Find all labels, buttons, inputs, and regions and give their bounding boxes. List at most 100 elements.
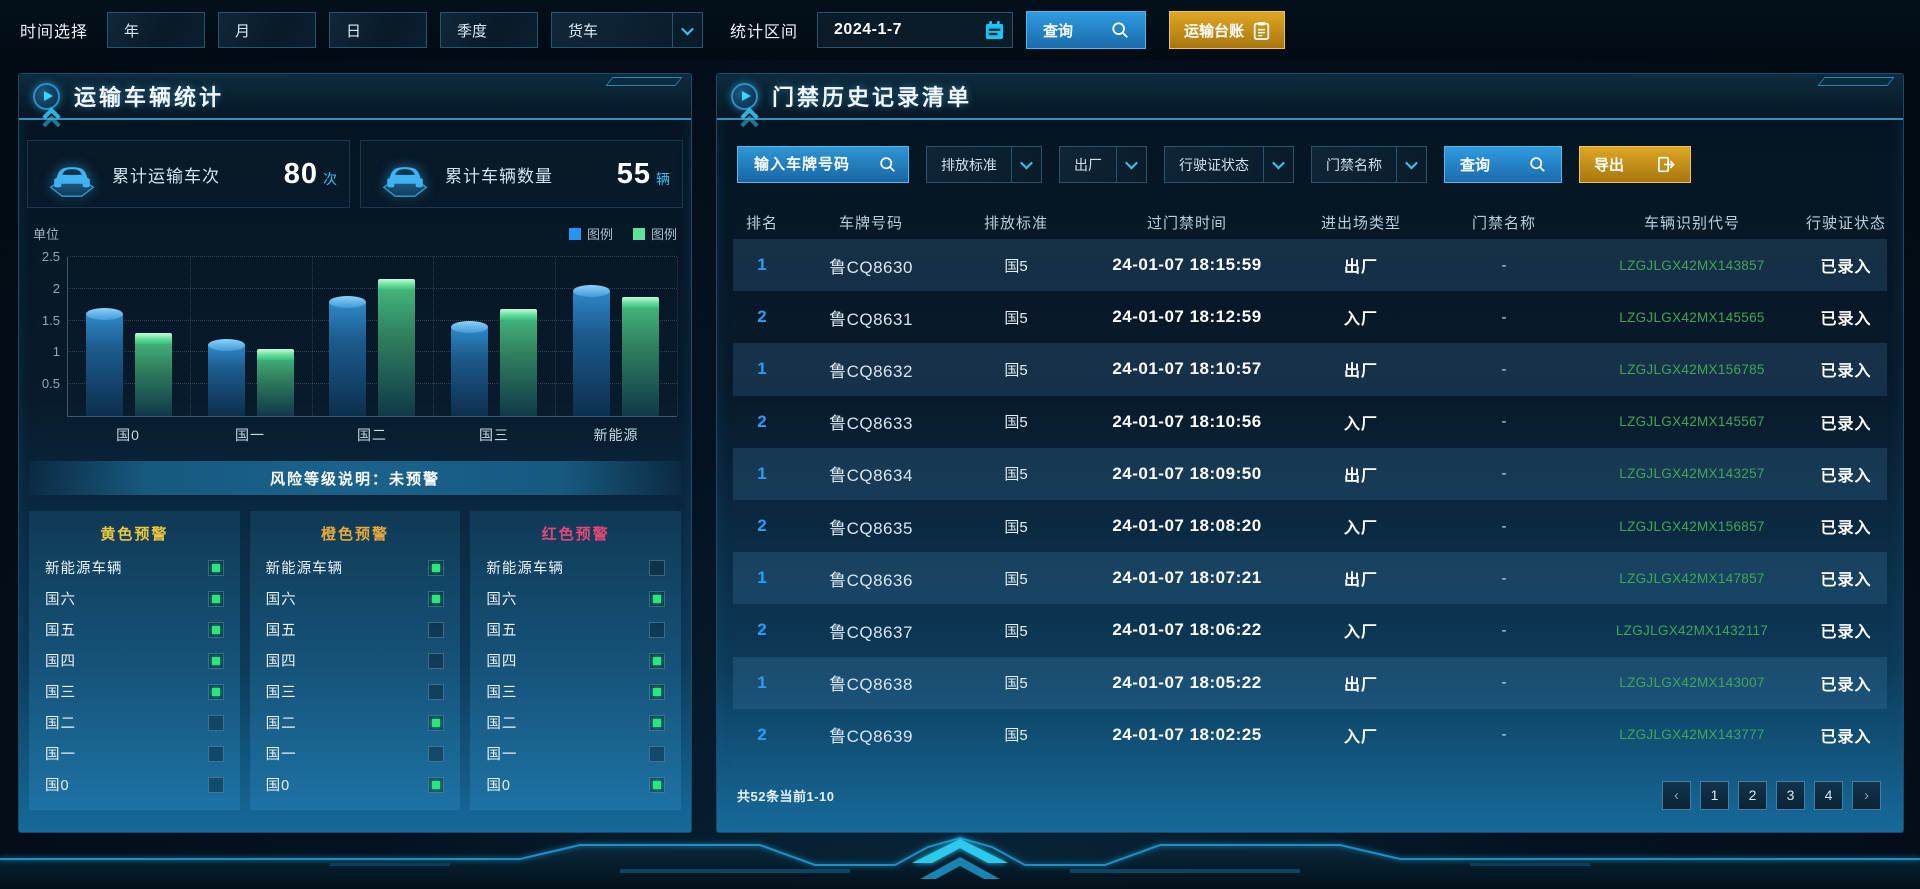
table-row[interactable]: 2 鲁CQ8635 国5 24-01-07 18:08:20 入厂 - LZGJLGX42M…: [733, 500, 1887, 552]
warning-item-label: 国0: [45, 778, 70, 794]
page-button-2[interactable]: 2: [1738, 780, 1767, 810]
table-row[interactable]: 1 鲁CQ8638 国5 24-01-07 18:05:22 出厂 - LZGJLGX42M…: [733, 656, 1887, 709]
warning-checkbox[interactable]: [207, 745, 224, 762]
filter-select-2[interactable]: 出厂: [1059, 146, 1147, 183]
legend-label: 图例: [586, 227, 613, 242]
vehicle-type-select[interactable]: 货车: [551, 12, 704, 48]
cell-plate: 鲁CQ8631: [829, 309, 913, 329]
cell-type: 出厂: [1343, 363, 1378, 381]
warning-item-label: 国二: [486, 716, 518, 732]
next-page-button[interactable]: ›: [1852, 780, 1881, 810]
filter-select-label: 门禁名称: [1326, 156, 1382, 173]
cell-type: 入厂: [1343, 624, 1378, 642]
warning-checkbox[interactable]: [207, 776, 224, 793]
warning-checkbox[interactable]: [649, 590, 666, 607]
warning-checkbox[interactable]: [649, 621, 666, 638]
period-button-1[interactable]: 年: [107, 12, 206, 48]
warning-item-label: 新能源车辆: [265, 561, 344, 577]
cell-rank: 2: [757, 620, 767, 640]
warning-checkbox[interactable]: [649, 559, 666, 576]
warning-item: 国六: [486, 583, 666, 614]
stat-card-1: 累计运输车次 80 次: [27, 140, 350, 208]
cell-rank: 1: [757, 463, 767, 483]
cell-standard: 国5: [1004, 466, 1028, 484]
table-row[interactable]: 2 鲁CQ8639 国5 24-01-07 18:02:25 入厂 - LZGJLGX42M…: [733, 709, 1887, 761]
page-button-1[interactable]: 1: [1700, 780, 1729, 810]
transport-ledger-button[interactable]: 运输台账: [1169, 11, 1286, 49]
warning-item-label: 国三: [45, 685, 76, 701]
warning-title: 黄色预警: [100, 526, 169, 543]
warning-item-label: 国二: [45, 716, 76, 732]
column-header-1: 排名: [745, 214, 778, 232]
table-row[interactable]: 2 鲁CQ8633 国5 24-01-07 18:10:56 入厂 - LZGJLGX42M…: [733, 396, 1887, 448]
warning-checkbox[interactable]: [207, 683, 224, 700]
cell-vin: LZGJLGX42MX147857: [1619, 570, 1765, 586]
cell-gate: -: [1501, 465, 1507, 483]
cell-gate: -: [1501, 517, 1507, 535]
table-row[interactable]: 1 鲁CQ8636 国5 24-01-07 18:07:21 出厂 - LZGJLGX42M…: [733, 552, 1887, 605]
plate-number-input[interactable]: [742, 156, 879, 173]
pagination: ‹ 1 2 3 4 ›: [1662, 780, 1881, 810]
warning-checkbox[interactable]: [428, 745, 445, 762]
warning-title: 红色预警: [541, 526, 610, 543]
warning-item: 国四: [486, 645, 666, 676]
table-query-button[interactable]: 查询: [1444, 146, 1562, 183]
cell-status: 已录入: [1820, 415, 1872, 433]
warning-checkbox[interactable]: [207, 590, 224, 607]
table-row[interactable]: 2 鲁CQ8637 国5 24-01-07 18:06:22 入厂 - LZGJLGX42M…: [733, 604, 1887, 656]
warning-checkbox[interactable]: [428, 652, 445, 669]
gridline: [68, 256, 677, 257]
period-button-2[interactable]: 月: [218, 12, 317, 48]
cell-time: 24-01-07 18:05:22: [1112, 672, 1262, 692]
warning-checkbox[interactable]: [649, 714, 666, 731]
page-button-4[interactable]: 4: [1814, 780, 1843, 810]
warning-item: 国四: [45, 645, 224, 676]
bar-chart: 0.5 1 1.5 2 2.5: [42, 249, 678, 417]
filter-select-3[interactable]: 行驶证状态: [1164, 146, 1294, 183]
warning-item: 新能源车辆: [45, 552, 224, 583]
warning-checkbox[interactable]: [207, 652, 224, 669]
page-button-3[interactable]: 3: [1776, 780, 1805, 810]
gridline: [311, 257, 313, 416]
warning-item-label: 国六: [486, 592, 518, 608]
date-picker[interactable]: 2024-1-7: [817, 12, 1014, 48]
warning-checkbox[interactable]: [649, 683, 666, 700]
warning-checkbox[interactable]: [428, 714, 445, 731]
warning-checkbox[interactable]: [428, 683, 445, 700]
bar-blue-国二: [329, 295, 367, 416]
warning-checkbox[interactable]: [428, 590, 445, 607]
table-row[interactable]: 1 鲁CQ8632 国5 24-01-07 18:10:57 出厂 - LZGJLGX42M…: [733, 343, 1887, 396]
filter-select-4[interactable]: 门禁名称: [1311, 146, 1427, 183]
warning-checkbox[interactable]: [649, 745, 666, 762]
bar-green-国二: [378, 279, 416, 416]
table-row[interactable]: 2 鲁CQ8631 国5 24-01-07 18:12:59 入厂 - LZGJLGX42M…: [733, 291, 1887, 343]
column-header-4: 过门禁时间: [1146, 214, 1227, 232]
prev-page-button[interactable]: ‹: [1662, 780, 1691, 810]
period-button-4[interactable]: 季度: [440, 12, 539, 48]
chart-x-axis-labels: 国0 国一 国二 国三 新能源: [67, 425, 677, 445]
cell-type: 出厂: [1343, 259, 1378, 277]
cell-time: 24-01-07 18:10:57: [1112, 359, 1262, 379]
x-axis-label: 国一: [235, 427, 265, 443]
period-button-3[interactable]: 日: [329, 12, 428, 48]
table-row[interactable]: 1 鲁CQ8630 国5 24-01-07 18:15:59 出厂 - LZGJLGX42M…: [733, 239, 1887, 292]
warning-column-1: 黄色预警 新能源车辆 国六 国五 国四 国三 国二 国一 国0: [29, 511, 240, 810]
cell-standard: 国5: [1004, 727, 1028, 745]
cell-rank: 2: [757, 411, 767, 431]
warning-item: 国三: [45, 676, 224, 707]
warning-item-label: 国四: [45, 654, 76, 670]
warning-checkbox[interactable]: [207, 621, 224, 638]
topbar-query-button[interactable]: 查询: [1026, 11, 1147, 49]
warning-checkbox[interactable]: [649, 652, 666, 669]
warning-checkbox[interactable]: [649, 776, 666, 793]
warning-checkbox[interactable]: [428, 621, 445, 638]
warning-checkbox[interactable]: [207, 559, 224, 576]
warning-checkbox[interactable]: [428, 559, 445, 576]
warning-checkbox[interactable]: [207, 714, 224, 731]
filter-select-1[interactable]: 排放标准: [926, 146, 1042, 183]
calendar-icon[interactable]: [976, 20, 1012, 41]
warning-checkbox[interactable]: [428, 776, 445, 793]
table-row[interactable]: 1 鲁CQ8634 国5 24-01-07 18:09:50 出厂 - LZGJLGX42M…: [733, 447, 1887, 500]
export-button[interactable]: 导出: [1579, 146, 1691, 183]
